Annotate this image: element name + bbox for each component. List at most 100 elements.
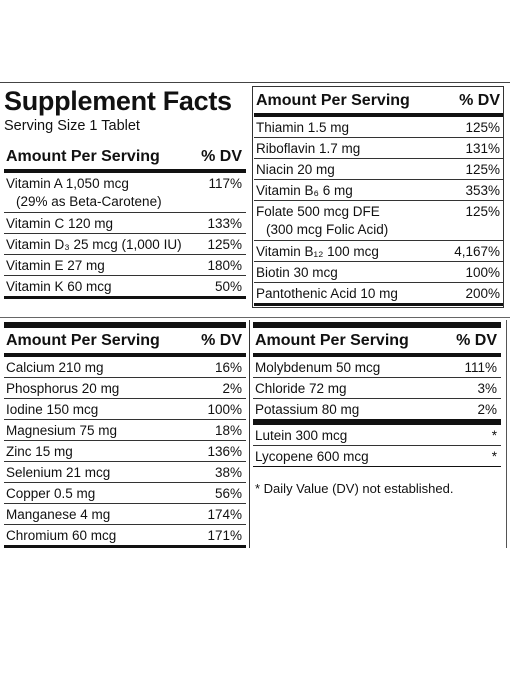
header-bar (4, 353, 246, 357)
nutrient-note: (300 mcg Folic Acid) (266, 222, 389, 237)
daily-value: 174% (207, 507, 242, 522)
column-header: % DV (201, 148, 242, 165)
row-rule (4, 254, 246, 255)
row-rule (4, 440, 246, 441)
column-header: % DV (459, 92, 500, 109)
row-rule (254, 179, 504, 180)
daily-value: 100% (465, 265, 500, 280)
nutrient-name: Pantothenic Acid 10 mg (256, 286, 398, 301)
nutrient-name: Vitamin D₃ 25 mcg (1,000 IU) (6, 237, 182, 252)
row-rule (253, 445, 501, 446)
row-rule (4, 233, 246, 234)
column-header: Amount Per Serving (6, 332, 160, 349)
nutrient-name: Lycopene 600 mcg (255, 449, 369, 464)
group-bar (253, 419, 501, 425)
row-rule (254, 137, 504, 138)
column-header: Amount Per Serving (256, 92, 410, 109)
row-rule (4, 524, 246, 525)
daily-value: 125% (465, 120, 500, 135)
daily-value: 111% (464, 360, 497, 375)
nutrient-name: Chloride 72 mg (255, 381, 347, 396)
nutrient-name: Vitamin K 60 mcg (6, 279, 112, 294)
nutrient-name: Vitamin E 27 mg (6, 258, 105, 273)
row-rule (4, 503, 246, 504)
row-rule (4, 275, 246, 276)
bottom-bar (253, 466, 501, 467)
right-edge (506, 320, 507, 548)
panel-border (252, 86, 504, 308)
nutrient-name: Magnesium 75 mg (6, 423, 118, 438)
daily-value: 171% (207, 528, 242, 543)
daily-value: 125% (207, 237, 242, 252)
panel-title: Supplement Facts (4, 86, 232, 116)
daily-value: 50% (214, 279, 242, 294)
nutrient-name: Niacin 20 mg (256, 162, 335, 177)
nutrient-name: Thiamin 1.5 mg (256, 120, 350, 135)
daily-value: 125% (465, 204, 500, 219)
nutrient-name: Manganese 4 mg (6, 507, 111, 522)
daily-value: 18% (214, 423, 242, 438)
column-header: % DV (456, 332, 497, 349)
middle-rule (0, 317, 510, 318)
row-rule (254, 240, 504, 241)
column-header: Amount Per Serving (255, 332, 409, 349)
nutrient-name: Vitamin A 1,050 mcg (6, 176, 129, 191)
daily-value: 100% (207, 402, 242, 417)
nutrient-name: Selenium 21 mcg (6, 465, 111, 480)
thick-bar (4, 322, 246, 328)
nutrient-name: Calcium 210 mg (6, 360, 104, 375)
nutrient-name: Molybdenum 50 mcg (255, 360, 381, 375)
daily-value: 4,167% (454, 244, 500, 259)
nutrient-name: Vitamin B₁₂ 100 mcg (256, 244, 379, 259)
daily-value: 56% (214, 486, 242, 501)
row-rule (253, 398, 501, 399)
daily-value: 38% (214, 465, 242, 480)
nutrient-name: Vitamin C 120 mg (6, 216, 114, 231)
row-rule (4, 377, 246, 378)
serving-size: Serving Size 1 Tablet (4, 118, 140, 134)
nutrient-note: (29% as Beta-Carotene) (16, 194, 162, 209)
footnote: * Daily Value (DV) not established. (255, 481, 454, 496)
daily-value: 200% (465, 286, 500, 301)
daily-value: 3% (477, 381, 497, 396)
daily-value: 16% (214, 360, 242, 375)
row-rule (254, 282, 504, 283)
row-rule (253, 377, 501, 378)
nutrient-name: Chromium 60 mcg (6, 528, 117, 543)
header-bar (4, 169, 246, 173)
row-rule (4, 212, 246, 213)
daily-value: 136% (207, 444, 242, 459)
row-rule (254, 261, 504, 262)
daily-value: 180% (207, 258, 242, 273)
nutrient-name: Riboflavin 1.7 mg (256, 141, 361, 156)
daily-value: * (491, 428, 497, 443)
row-rule (4, 419, 246, 420)
nutrient-name: Zinc 15 mg (6, 444, 73, 459)
daily-value: 133% (207, 216, 242, 231)
daily-value: * (491, 449, 497, 464)
nutrient-name: Vitamin B₆ 6 mg (256, 183, 353, 198)
daily-value: 131% (465, 141, 500, 156)
row-rule (4, 398, 246, 399)
thick-bar (253, 322, 501, 328)
top-rule (0, 82, 510, 83)
daily-value: 2% (477, 402, 497, 417)
column-header: % DV (201, 332, 242, 349)
nutrient-name: Folate 500 mcg DFE (256, 204, 380, 219)
nutrient-name: Biotin 30 mcg (256, 265, 338, 280)
header-bar (254, 113, 504, 117)
row-rule (4, 461, 246, 462)
daily-value: 353% (465, 183, 500, 198)
row-rule (4, 482, 246, 483)
column-divider (249, 320, 250, 548)
header-bar (253, 353, 501, 357)
column-header: Amount Per Serving (6, 148, 160, 165)
row-rule (254, 200, 504, 201)
daily-value: 125% (465, 162, 500, 177)
nutrient-name: Copper 0.5 mg (6, 486, 96, 501)
row-rule (254, 158, 504, 159)
daily-value: 117% (208, 176, 242, 191)
bottom-bar (254, 303, 504, 306)
bottom-bar (4, 545, 246, 548)
